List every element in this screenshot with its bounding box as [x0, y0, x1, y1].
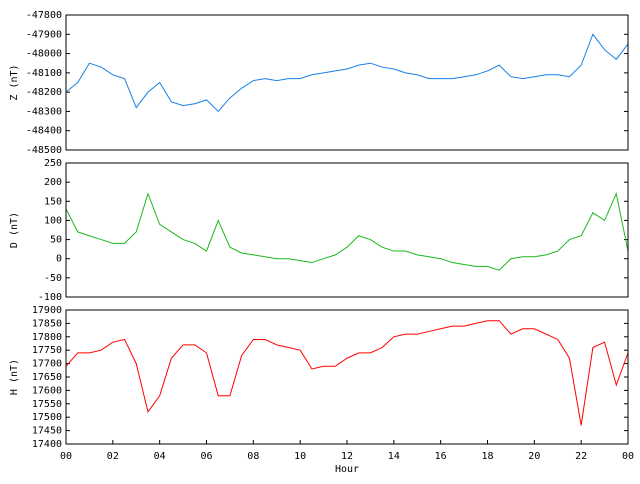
plot-frame [65, 309, 629, 445]
y-tick-label: 150 [44, 196, 62, 207]
y-tick-label: 17750 [32, 345, 62, 356]
y-tick-label: -48400 [26, 126, 62, 137]
plot-frame [65, 162, 629, 298]
x-tick-label: 12 [341, 451, 353, 462]
x-tick-label: 18 [481, 451, 493, 462]
y-tick-label: 17600 [32, 385, 62, 396]
data-line [65, 320, 629, 426]
y-tick-label: 17800 [32, 332, 62, 343]
y-tick-label: 250 [44, 158, 62, 169]
y-tick-label: 17450 [32, 426, 62, 437]
x-tick-label: 04 [154, 451, 166, 462]
y-tick-label: 17550 [32, 399, 62, 410]
y-tick-label: -47900 [26, 29, 62, 40]
x-tick-label: 06 [200, 451, 212, 462]
y-tick-label: 17850 [32, 318, 62, 329]
x-tick-label: 00 [622, 451, 634, 462]
x-tick-label: 08 [247, 451, 259, 462]
y-tick-label: 50 [50, 235, 62, 246]
x-tick-label: 10 [294, 451, 306, 462]
x-axis-label: Hour [335, 464, 359, 475]
plot-frame [65, 14, 629, 151]
y-tick-label: -50 [44, 273, 62, 284]
y-tick-label: -48100 [26, 68, 62, 79]
data-line [65, 33, 629, 113]
y-tick-label: 17400 [32, 439, 62, 450]
x-tick-label: 16 [435, 451, 447, 462]
y-tick-label: 0 [56, 254, 62, 265]
y-tick-label: 17650 [32, 372, 62, 383]
y-tick-label: 17900 [32, 305, 62, 316]
x-tick-label: 14 [388, 451, 400, 462]
y-tick-label: 100 [44, 215, 62, 226]
y-tick-label: -48200 [26, 87, 62, 98]
x-tick-label: 02 [107, 451, 119, 462]
y-tick-label: 17700 [32, 359, 62, 370]
x-tick-label: 20 [528, 451, 540, 462]
y-tick-label: -47800 [26, 10, 62, 21]
x-tick-label: 22 [575, 451, 587, 462]
y-tick-label: 200 [44, 177, 62, 188]
y-tick-label: -48300 [26, 106, 62, 117]
y-tick-label: -48500 [26, 145, 62, 156]
y-tick-label: -100 [38, 292, 62, 303]
y-axis-label: H (nT) [9, 359, 20, 395]
x-tick-label: 00 [60, 451, 72, 462]
y-axis-label: D (nT) [9, 212, 20, 248]
y-tick-label: 17500 [32, 412, 62, 423]
data-line [65, 191, 629, 271]
y-axis-label: Z (nT) [9, 64, 20, 100]
y-tick-label: -48000 [26, 49, 62, 60]
